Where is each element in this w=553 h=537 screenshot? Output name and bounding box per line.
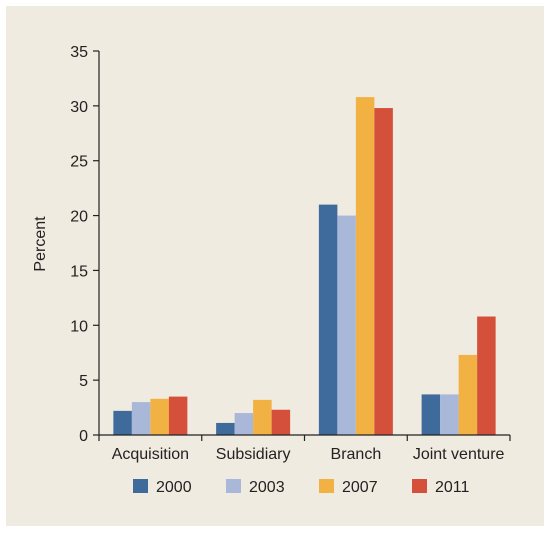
x-tick-label: Acquisition bbox=[112, 446, 189, 463]
y-tick-label: 0 bbox=[79, 428, 88, 445]
y-axis: 0 5 10 15 20 25 30 35 bbox=[70, 44, 100, 445]
bar-2011-joint-venture bbox=[477, 316, 496, 435]
y-tick-label: 30 bbox=[70, 99, 88, 116]
chart-panel bbox=[6, 6, 544, 526]
y-tick-label: 5 bbox=[79, 373, 88, 390]
bar-2000-subsidiary bbox=[216, 422, 235, 435]
legend: 2000 2003 2007 2011 bbox=[133, 479, 470, 496]
legend-label: 2003 bbox=[249, 479, 285, 496]
legend-swatch bbox=[412, 479, 427, 493]
y-axis-label: Percent bbox=[32, 216, 49, 272]
bar-2011-subsidiary bbox=[271, 409, 291, 435]
x-tick-label: Joint venture bbox=[413, 446, 505, 463]
legend-label: 2007 bbox=[342, 479, 378, 496]
x-tick-label: Subsidiary bbox=[216, 446, 291, 463]
bar-2007-branch bbox=[355, 97, 375, 435]
bar-2000-branch bbox=[318, 204, 338, 435]
y-tick-label: 35 bbox=[70, 44, 88, 61]
y-tick-label: 20 bbox=[70, 209, 88, 226]
legend-label: 2000 bbox=[156, 479, 192, 496]
legend-swatch bbox=[226, 479, 241, 493]
bar-2003-subsidiary bbox=[234, 413, 254, 435]
bar-2007-acquisition bbox=[150, 398, 169, 435]
bar-2007-joint-venture bbox=[458, 354, 478, 435]
x-axis: Acquisition Subsidiary Branch Joint venture bbox=[98, 434, 511, 463]
bar-2000-joint-venture bbox=[421, 394, 441, 435]
bar-2003-branch bbox=[337, 215, 356, 435]
bar-2011-branch bbox=[374, 108, 393, 436]
legend-swatch bbox=[133, 479, 148, 493]
bar-2007-subsidiary bbox=[253, 399, 272, 435]
legend-swatch bbox=[319, 479, 334, 493]
y-tick-label: 25 bbox=[70, 154, 88, 171]
bar-2003-joint-venture bbox=[440, 394, 459, 435]
bar-2003-acquisition bbox=[131, 402, 151, 435]
bar-2011-acquisition bbox=[168, 396, 188, 435]
bars bbox=[113, 97, 496, 436]
legend-label: 2011 bbox=[435, 479, 470, 496]
bar-2000-acquisition bbox=[113, 410, 132, 435]
x-tick-label: Branch bbox=[331, 446, 382, 463]
y-tick-label: 15 bbox=[70, 263, 88, 280]
y-tick-label: 10 bbox=[70, 318, 88, 335]
